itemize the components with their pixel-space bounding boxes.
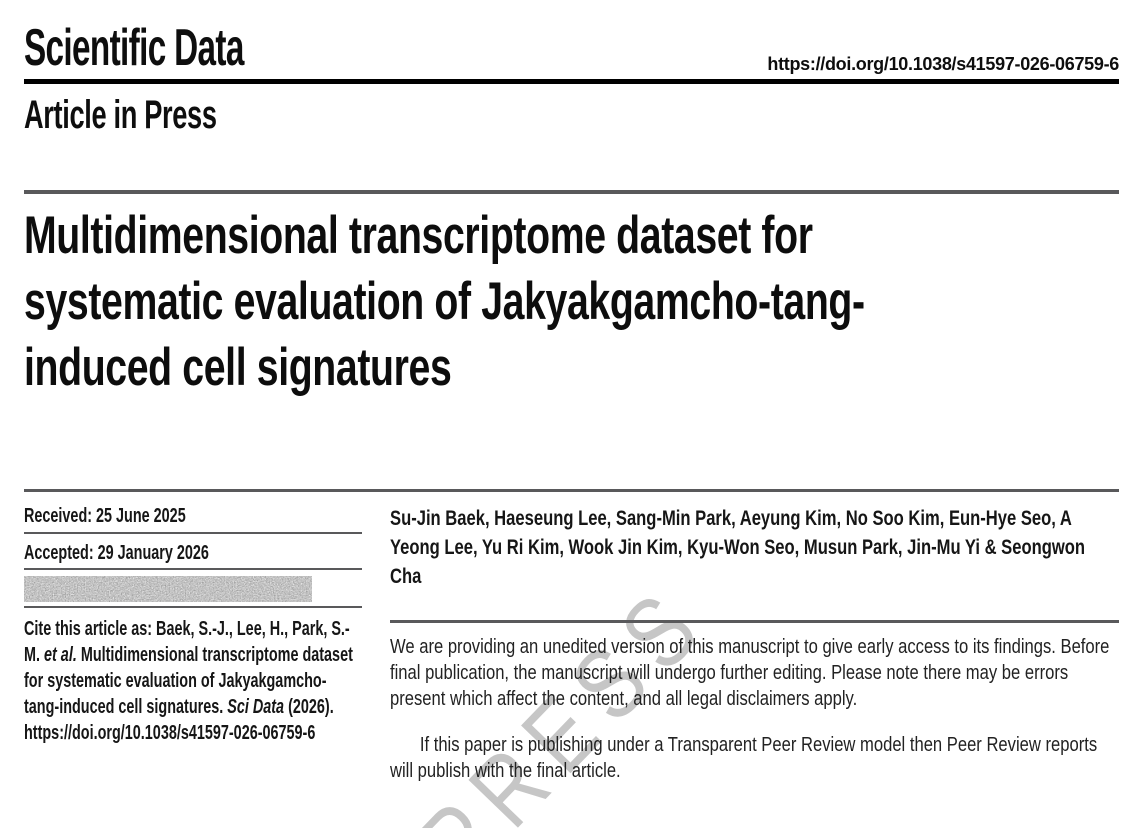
article-title-line-1: Multidimensional transcriptome dataset f… — [24, 206, 813, 265]
received-date-text: Received: 25 June 2025 — [24, 505, 186, 527]
journal-name: Scientific Data — [24, 19, 244, 77]
header-divider — [24, 79, 1119, 84]
notice-paragraph-2: If this paper is publishing under a Tran… — [390, 734, 1098, 782]
section-heading: Article in Press — [24, 93, 307, 138]
title-divider — [24, 190, 1119, 194]
doi-link[interactable]: https://doi.org/10.1038/s41597-026-06759… — [767, 54, 1119, 74]
citation: Cite this article as: Baek, S.-J., Lee, … — [24, 616, 488, 746]
citation-part-2: Multidimensional transcriptome dataset f… — [24, 644, 353, 718]
editorial-notice: We are providing an unedited version of … — [390, 634, 1143, 784]
citation-journal-abbrev: Sci Data — [227, 696, 285, 718]
columns-top-divider — [24, 489, 1119, 492]
notice-paragraph-1: We are providing an unedited version of … — [390, 636, 1110, 710]
author-list-text: Su-Jin Baek, Haeseung Lee, Sang-Min Park… — [390, 507, 1086, 588]
article-title-line-3: induced cell signatures — [24, 338, 452, 397]
citation-part-1: Cite this article as: Baek, S.-J., Lee, … — [24, 618, 350, 666]
received-date: Received: 25 June 2025 — [24, 503, 488, 529]
article-title-line-2: systematic evaluation of Jakyakgamcho-ta… — [24, 272, 865, 331]
citation-et-al: et al. — [44, 644, 77, 666]
noise-divider — [24, 606, 362, 608]
journal-logo: Scientific Data — [24, 18, 367, 78]
accepted-divider — [24, 568, 362, 570]
redacted-noise-block — [24, 576, 312, 602]
notice-divider — [390, 620, 1119, 623]
citation-part-3: (2026). https://doi.org/10.1038/s41597-0… — [24, 696, 334, 744]
accepted-date: Accepted: 29 January 2026 — [24, 540, 488, 566]
accepted-date-text: Accepted: 29 January 2026 — [24, 542, 209, 564]
article-title: Multidimensional transcriptome dataset f… — [24, 203, 1143, 401]
author-list: Su-Jin Baek, Haeseung Lee, Sang-Min Park… — [390, 504, 1143, 591]
citation-text: Cite this article as: Baek, S.-J., Lee, … — [24, 616, 358, 746]
received-divider — [24, 532, 362, 534]
section-heading-label: Article in Press — [24, 93, 217, 137]
